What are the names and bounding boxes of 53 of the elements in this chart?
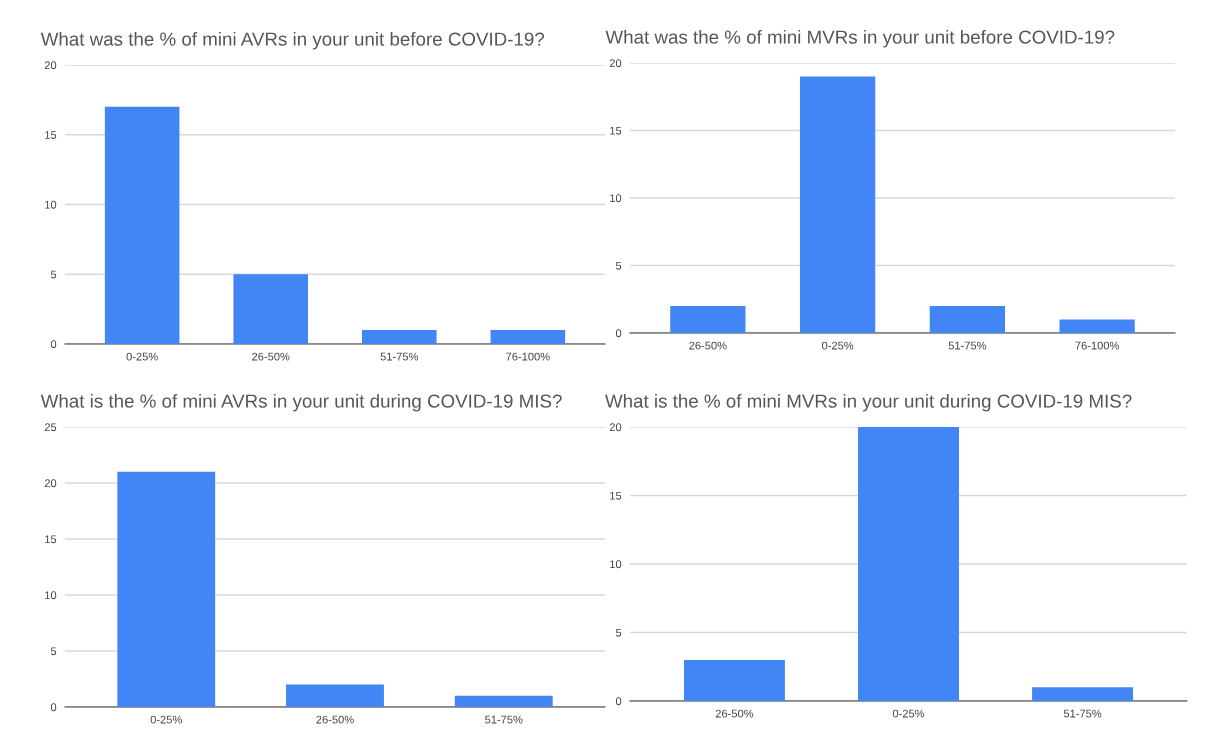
y-tick-label: 0 (50, 703, 57, 712)
y-tick-label: 5 (50, 647, 57, 656)
bar (490, 330, 566, 344)
bar (454, 695, 553, 707)
y-tick-label: 15 (45, 535, 57, 544)
y-tick-label: 5 (50, 270, 57, 279)
x-tick-label: 51-75% (485, 715, 523, 724)
x-tick-label: 51-75% (1063, 709, 1102, 718)
y-tick-label: 15 (45, 131, 57, 139)
y-tick-label: 20 (44, 479, 57, 488)
bar (233, 274, 308, 344)
chart-title: What is the % of mini AVRs in your unit during COVID-19 MIS? (40, 393, 562, 412)
chart-title: What was the % of mini MVRs in your unit before COVID-19? (605, 29, 1115, 48)
bar (929, 306, 1006, 333)
x-tick-label: 76-100% (1075, 341, 1119, 350)
bar (670, 306, 746, 333)
bar (858, 427, 959, 701)
x-tick-label: 26-50% (316, 715, 354, 724)
y-tick-label: 10 (610, 560, 622, 569)
y-tick-label: 10 (610, 194, 622, 203)
y-tick-label: 20 (609, 59, 622, 68)
x-tick-label: 51-75% (380, 352, 419, 361)
chart-title: What is the % of mini MVRs in your unit during COVID-19 MIS? (605, 393, 1132, 412)
x-tick-label: 0-25% (126, 352, 158, 361)
x-tick-label: 51-75% (948, 341, 987, 350)
y-tick-label: 5 (615, 261, 622, 270)
bar (1059, 319, 1135, 333)
y-tick-label: 25 (44, 423, 57, 432)
y-tick-label: 15 (610, 126, 622, 135)
bar (117, 471, 216, 707)
y-tick-label: 0 (615, 697, 622, 706)
x-tick-label: 0-25% (892, 709, 925, 718)
x-tick-label: 76-100% (506, 352, 550, 361)
x-tick-label: 26-50% (715, 709, 754, 718)
y-tick-label: 10 (45, 591, 57, 600)
x-tick-label: 26-50% (252, 352, 290, 361)
y-tick-label: 0 (615, 329, 622, 338)
y-tick-label: 0 (50, 340, 57, 349)
x-tick-label: 0-25% (821, 341, 854, 350)
bar (286, 684, 384, 707)
bar (1032, 687, 1134, 701)
y-tick-label: 20 (44, 61, 57, 70)
chart-title: What was the % of mini AVRs in your unit before COVID-19? (40, 31, 545, 50)
bar (362, 330, 437, 344)
y-tick-label: 5 (615, 628, 622, 637)
bar (799, 76, 876, 333)
bar (683, 659, 785, 701)
y-tick-label: 10 (45, 200, 57, 209)
x-tick-label: 26-50% (689, 341, 727, 350)
y-tick-label: 15 (610, 491, 622, 500)
x-tick-label: 0-25% (150, 715, 182, 724)
y-tick-label: 20 (609, 423, 622, 432)
bar (104, 106, 180, 344)
